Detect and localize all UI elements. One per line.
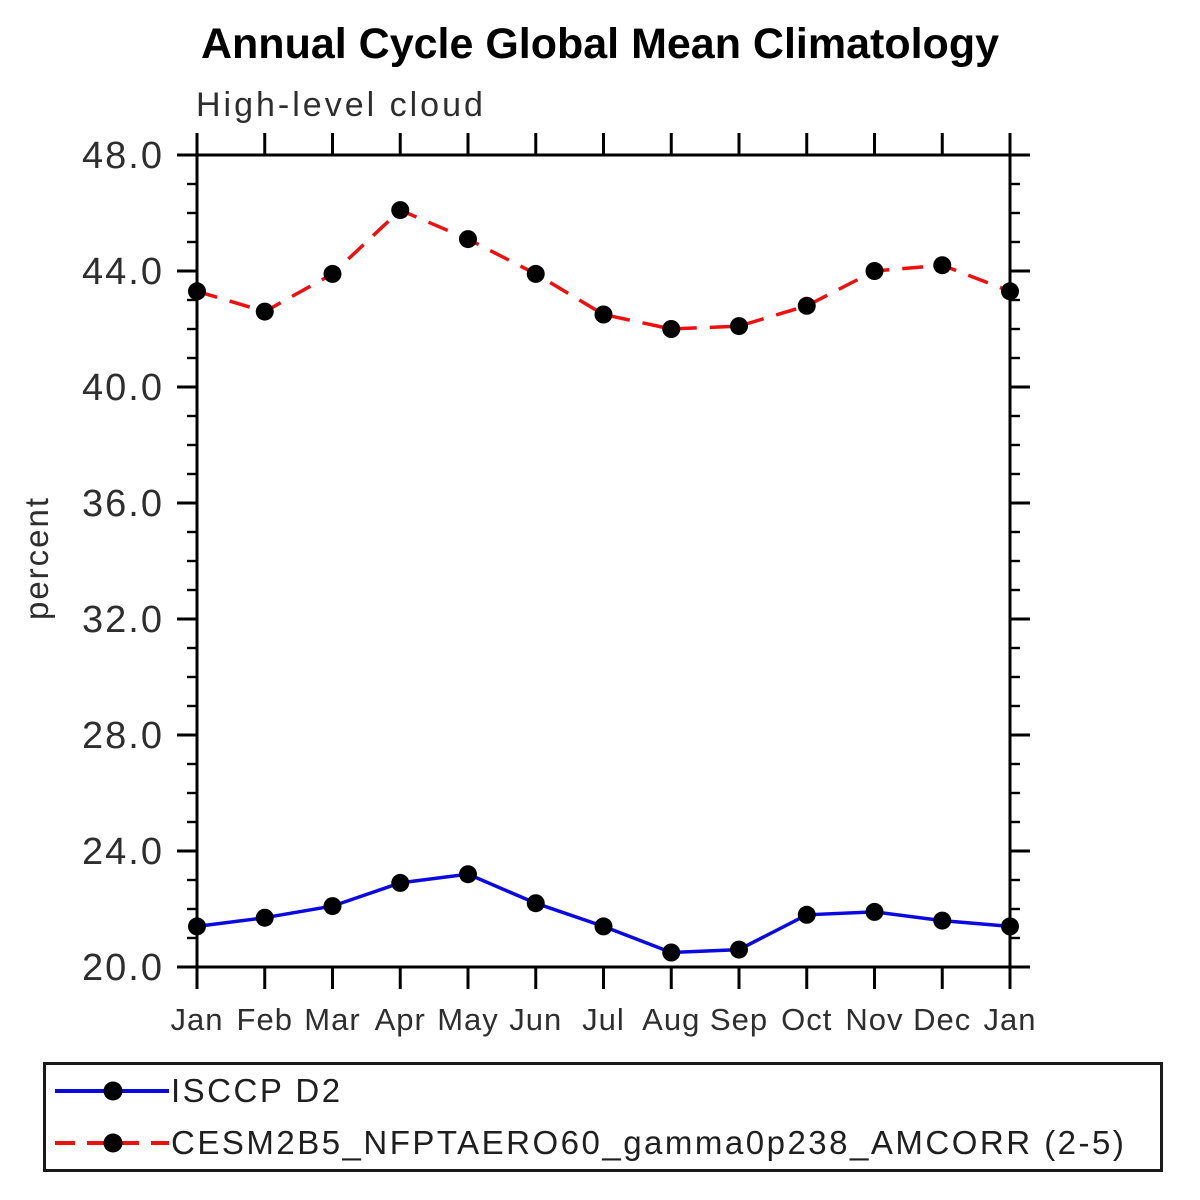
legend-line-sample-solid xyxy=(55,1081,169,1101)
x-axis-tick-label: Sep xyxy=(710,1002,768,1037)
x-axis-tick-label: Dec xyxy=(913,1002,971,1037)
data-point-series-1 xyxy=(526,264,545,283)
series-line-0 xyxy=(196,872,1011,955)
plot-frame xyxy=(195,153,1012,969)
y-axis-tick-label: 36.0 xyxy=(82,483,164,525)
y-axis-tick-label: 48.0 xyxy=(82,135,164,177)
data-point-series-1 xyxy=(594,305,613,324)
data-point-series-0 xyxy=(188,917,206,936)
data-point-series-1 xyxy=(1001,282,1019,301)
legend-line-sample-dashed xyxy=(55,1133,169,1153)
legend-box: ISCCP D2 CESM2B5_NFPTAERO60_gamma0p238_A… xyxy=(43,1062,1163,1172)
x-axis-tick-label: Mar xyxy=(304,1002,360,1037)
data-point-series-1 xyxy=(323,264,342,283)
data-point-series-0 xyxy=(730,940,748,959)
legend-marker-dot xyxy=(103,1081,123,1101)
legend-label-cesm: CESM2B5_NFPTAERO60_gamma0p238_AMCORR (2-… xyxy=(171,1124,1127,1161)
x-axis-tick-label: Jun xyxy=(509,1002,562,1037)
data-point-series-1 xyxy=(797,296,816,315)
data-point-series-1 xyxy=(188,282,206,301)
data-point-series-0 xyxy=(323,897,342,916)
x-axis-tick-label: May xyxy=(437,1002,499,1037)
y-axis-title: percent xyxy=(18,496,55,620)
data-point-series-0 xyxy=(933,911,952,930)
data-point-series-1 xyxy=(865,262,884,280)
chart-subtitle: High-level cloud xyxy=(196,86,486,124)
chart-title: Annual Cycle Global Mean Climatology xyxy=(200,20,1000,68)
x-axis-tick-label: Nov xyxy=(845,1002,903,1037)
legend-label-isccp: ISCCP D2 xyxy=(171,1072,343,1109)
data-point-series-1 xyxy=(255,302,274,321)
data-point-series-0 xyxy=(255,908,274,927)
x-axis-tick-label: Jan xyxy=(171,1002,224,1037)
x-axis-tick-label: Aug xyxy=(642,1002,700,1037)
data-point-series-1 xyxy=(662,320,681,338)
data-point-series-0 xyxy=(1001,917,1019,936)
legend-entry-isccp: ISCCP D2 xyxy=(46,1065,1160,1117)
plot-area: 20.0 24.0 28.0 32.0 36.0 40.0 44.0 48.0 Jan Feb Ma… xyxy=(18,133,1037,1037)
x-axis-tick-label: Jan xyxy=(984,1002,1037,1037)
data-point-series-1 xyxy=(391,201,410,220)
y-axis-tick-label: 20.0 xyxy=(82,947,164,989)
data-point-series-0 xyxy=(797,905,816,924)
legend-marker-dot xyxy=(103,1133,123,1153)
x-axis-tick-label: Oct xyxy=(781,1002,832,1037)
data-point-series-0 xyxy=(865,902,884,921)
data-point-series-0 xyxy=(662,943,681,962)
data-point-series-0 xyxy=(391,873,410,892)
data-point-series-1 xyxy=(933,256,952,275)
x-axis-tick-label: Feb xyxy=(237,1002,293,1037)
y-axis-tick-label: 24.0 xyxy=(82,831,164,873)
data-point-series-0 xyxy=(526,894,545,913)
y-axis-tick-label: 40.0 xyxy=(82,367,164,409)
data-point-series-1 xyxy=(459,230,477,249)
x-axis-tick-label: Jul xyxy=(582,1002,625,1037)
x-axis-tick-label: Apr xyxy=(375,1002,426,1037)
data-point-series-0 xyxy=(594,917,613,936)
data-point-series-1 xyxy=(730,317,748,336)
y-axis-tick-label: 32.0 xyxy=(82,599,164,641)
y-axis-tick-label: 44.0 xyxy=(82,251,164,293)
y-axis-tick-label: 28.0 xyxy=(82,715,164,757)
legend-entry-cesm: CESM2B5_NFPTAERO60_gamma0p238_AMCORR (2-… xyxy=(46,1117,1160,1169)
data-point-series-0 xyxy=(459,865,477,884)
